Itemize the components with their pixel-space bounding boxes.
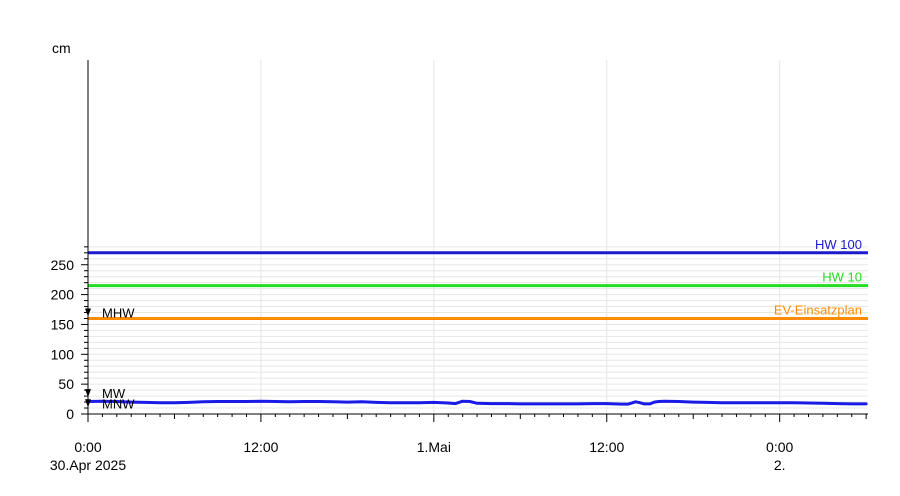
y-tick-label: 0 (66, 406, 74, 422)
y-axis-unit-label: cm (52, 40, 71, 56)
x-tick-sublabel: 2. (774, 457, 786, 473)
y-tick-label: 200 (51, 287, 75, 303)
series-lines (86, 399, 868, 406)
water-level-series (86, 399, 868, 406)
threshold-label: EV-Einsatzplan (774, 302, 862, 317)
y-tick-label: 50 (58, 376, 74, 392)
x-tick-sublabel: 30.Apr 2025 (50, 457, 126, 473)
marker-label: MHW (102, 306, 135, 321)
threshold-label: HW 10 (822, 270, 862, 285)
threshold-label: HW 100 (815, 237, 862, 252)
x-tick-label: 12:00 (589, 439, 624, 455)
x-tick-label: 0:00 (74, 439, 101, 455)
grid (87, 60, 868, 414)
marker-label: MNW (102, 396, 135, 411)
y-tick-label: 150 (51, 316, 75, 332)
x-tick-label: 0:00 (766, 439, 793, 455)
y-tick-label: 100 (51, 346, 75, 362)
marker-label: MW (102, 386, 126, 401)
axes: 0 50 100 150 200 250 0:00 30.Apr 2025 12:00 1.Mai… (50, 60, 868, 473)
x-tick-label: 12:00 (243, 439, 278, 455)
y-tick-label: 250 (51, 257, 75, 273)
threshold-lines: HW 100 HW 10 EV-Einsatzplan (88, 237, 868, 320)
x-tick-label: 1.Mai (417, 439, 451, 455)
